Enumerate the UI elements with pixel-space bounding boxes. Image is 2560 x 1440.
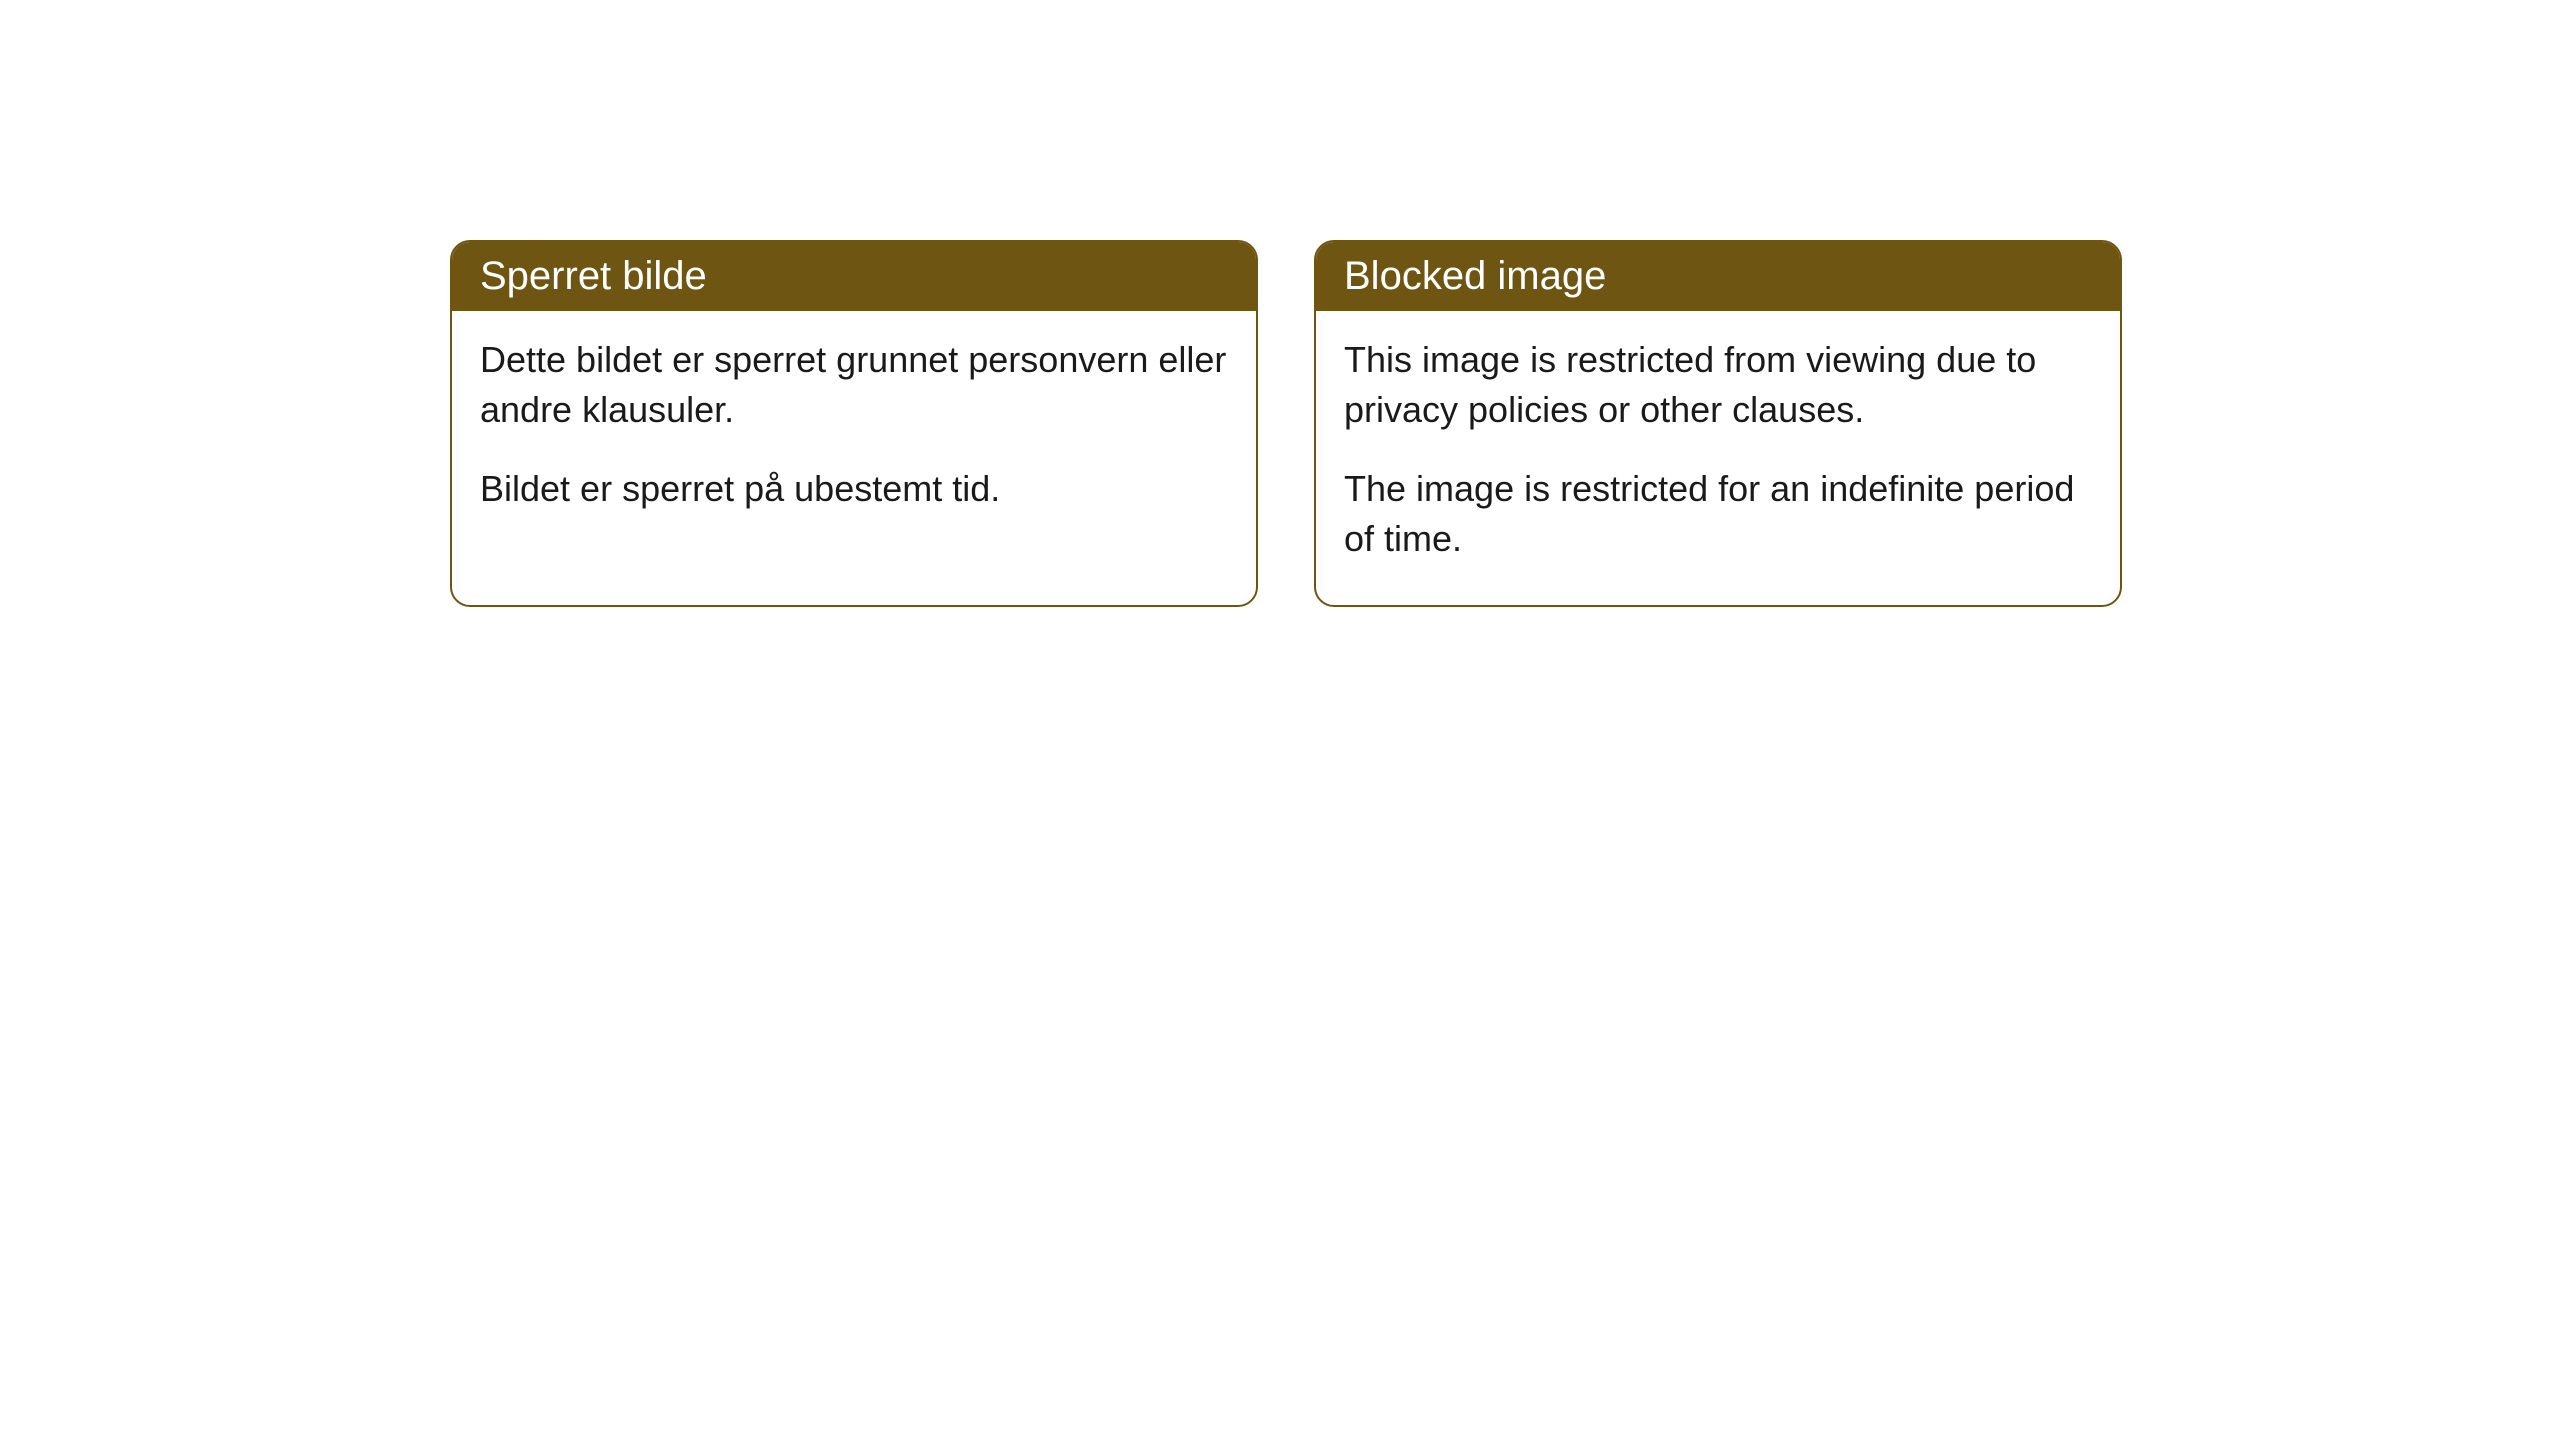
card-paragraph: Dette bildet er sperret grunnet personve… — [480, 335, 1228, 436]
card-header-english: Blocked image — [1316, 242, 2120, 311]
card-english: Blocked image This image is restricted f… — [1314, 240, 2122, 607]
card-paragraph: Bildet er sperret på ubestemt tid. — [480, 464, 1228, 514]
card-paragraph: This image is restricted from viewing du… — [1344, 335, 2092, 436]
card-title: Sperret bilde — [480, 254, 707, 298]
card-header-norwegian: Sperret bilde — [452, 242, 1256, 311]
card-body-english: This image is restricted from viewing du… — [1316, 311, 2120, 605]
cards-container: Sperret bilde Dette bildet er sperret gr… — [450, 240, 2122, 607]
card-norwegian: Sperret bilde Dette bildet er sperret gr… — [450, 240, 1258, 607]
card-paragraph: The image is restricted for an indefinit… — [1344, 464, 2092, 565]
card-body-norwegian: Dette bildet er sperret grunnet personve… — [452, 311, 1256, 554]
card-title: Blocked image — [1344, 254, 1606, 298]
